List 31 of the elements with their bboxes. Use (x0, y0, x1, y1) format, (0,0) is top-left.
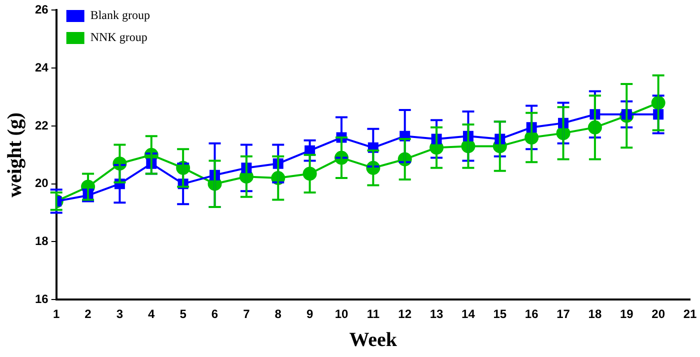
x-tick-label: 21 (683, 307, 697, 322)
x-axis-title: Week (349, 329, 398, 352)
x-tick-label: 2 (84, 307, 92, 322)
y-tick-label: 24 (34, 60, 49, 74)
x-tick-label: 17 (556, 307, 570, 322)
x-tick-label: 3 (116, 307, 124, 322)
x-tick-label: 13 (430, 307, 444, 322)
x-tick-label: 7 (243, 307, 250, 322)
x-tick-label: 5 (180, 307, 187, 322)
y-tick-label: 20 (34, 176, 49, 190)
y-tick-label: 26 (34, 2, 49, 17)
x-tick-label: 9 (306, 307, 314, 322)
y-tick-label: 18 (34, 234, 49, 248)
x-tick-label: 14 (462, 307, 476, 322)
legend-label: Blank group (90, 8, 150, 22)
y-axis-title: weight (g) (4, 112, 26, 198)
x-tick-label: 16 (524, 307, 539, 322)
x-tick-label: 8 (274, 307, 282, 322)
x-tick-label: 4 (148, 307, 156, 322)
legend-label: NNK group (90, 30, 148, 44)
x-tick-label: 19 (620, 307, 634, 322)
x-tick-label: 18 (588, 307, 602, 322)
y-tick-label: 22 (34, 118, 49, 132)
x-tick-label: 12 (398, 307, 412, 322)
x-tick-label: 1 (53, 307, 60, 322)
x-tick-label: 11 (366, 307, 380, 322)
x-tick-label: 15 (493, 307, 507, 322)
y-tick-label: 16 (34, 292, 49, 306)
x-tick-label: 10 (334, 307, 348, 322)
x-tick-label: 6 (211, 307, 218, 322)
x-tick-label: 20 (652, 307, 666, 322)
